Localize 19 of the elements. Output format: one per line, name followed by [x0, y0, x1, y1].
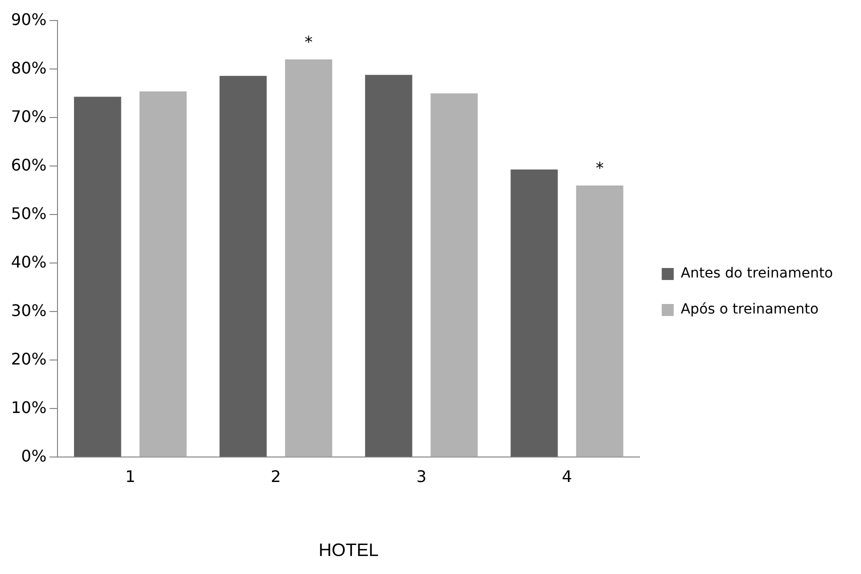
y-tick-label: 20% — [11, 349, 47, 368]
y-tick-label: 10% — [11, 398, 47, 417]
y-tick-label: 0% — [21, 446, 47, 466]
legend-label: Após o treinamento — [680, 302, 819, 318]
y-tick-label: 40% — [11, 252, 47, 272]
y-tick-label: 90% — [11, 10, 47, 29]
annotation: * — [304, 32, 313, 52]
annotation: * — [596, 158, 604, 178]
x-tick-label: 2 — [270, 466, 281, 486]
x-tick-label: 1 — [125, 466, 136, 486]
y-tick-label: 30% — [11, 300, 47, 320]
y-tick-label: 80% — [11, 58, 47, 78]
y-tick-label: 60% — [11, 155, 47, 174]
y-tick-label: 50% — [11, 204, 47, 223]
x-tick-label: 3 — [416, 466, 427, 486]
y-tick-label: 70% — [11, 106, 47, 126]
legend-label: Antes do treinamento — [680, 266, 834, 282]
x-tick-label: 4 — [562, 466, 572, 486]
x-axis-title: HOTEL — [318, 540, 379, 560]
